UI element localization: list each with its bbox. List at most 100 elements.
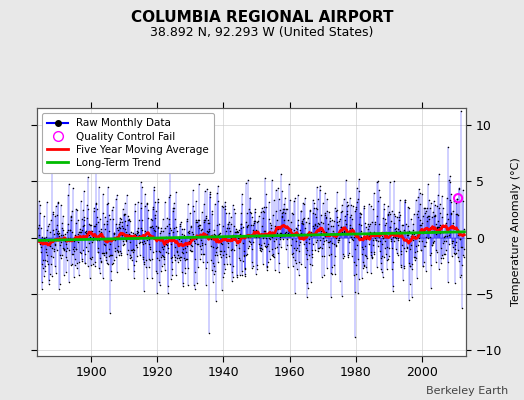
Point xyxy=(346,214,355,220)
Point xyxy=(143,201,151,208)
Point xyxy=(224,221,232,228)
Point xyxy=(239,248,248,255)
Text: COLUMBIA REGIONAL AIRPORT: COLUMBIA REGIONAL AIRPORT xyxy=(131,10,393,25)
Point xyxy=(167,276,176,283)
Point xyxy=(77,197,85,204)
Point xyxy=(265,248,273,254)
Point xyxy=(308,254,316,260)
Point xyxy=(427,250,435,256)
Point xyxy=(309,197,317,203)
Point xyxy=(140,238,149,244)
Point xyxy=(275,241,283,248)
Point xyxy=(41,256,49,263)
Point xyxy=(406,263,414,269)
Point xyxy=(260,204,269,210)
Point xyxy=(175,236,183,242)
Point xyxy=(378,252,386,259)
Point xyxy=(237,225,245,232)
Point xyxy=(96,229,105,236)
Point xyxy=(37,234,46,240)
Point xyxy=(106,277,115,284)
Point xyxy=(173,248,181,254)
Point xyxy=(118,206,127,212)
Point xyxy=(214,183,223,189)
Point xyxy=(177,254,185,260)
Point xyxy=(215,234,223,241)
Point xyxy=(117,252,125,258)
Point xyxy=(227,214,236,220)
Point xyxy=(70,274,78,280)
Point xyxy=(115,248,124,254)
Point xyxy=(340,228,348,235)
Point xyxy=(444,241,453,248)
Point xyxy=(61,238,69,245)
Point xyxy=(88,228,96,234)
Point xyxy=(184,265,193,271)
Point xyxy=(54,199,63,205)
Point xyxy=(122,238,130,244)
Point xyxy=(351,246,359,252)
Point xyxy=(203,186,212,192)
Point xyxy=(420,259,428,266)
Point xyxy=(306,207,314,214)
Point xyxy=(139,288,148,294)
Point xyxy=(460,226,468,232)
Point xyxy=(209,260,217,266)
Point xyxy=(159,252,167,259)
Point xyxy=(157,268,165,274)
Point xyxy=(75,228,83,235)
Point xyxy=(407,242,416,248)
Point xyxy=(105,216,114,223)
Point xyxy=(406,246,414,252)
Point xyxy=(162,223,171,229)
Point xyxy=(57,255,66,261)
Point xyxy=(79,206,87,213)
Point xyxy=(428,242,436,248)
Point xyxy=(55,230,63,236)
Point xyxy=(188,243,196,249)
Point xyxy=(431,201,440,208)
Point xyxy=(243,251,252,258)
Point xyxy=(432,247,441,253)
Point xyxy=(143,274,151,281)
Point xyxy=(46,228,54,235)
Point xyxy=(457,272,465,278)
Point xyxy=(273,226,281,232)
Point xyxy=(450,225,458,231)
Point xyxy=(119,225,127,231)
Point xyxy=(42,198,51,205)
Point xyxy=(441,224,450,230)
Point xyxy=(94,249,103,255)
Point xyxy=(108,237,117,243)
Point xyxy=(170,224,178,231)
Point xyxy=(454,254,462,261)
Point xyxy=(70,244,79,250)
Point xyxy=(170,252,178,258)
Point xyxy=(181,257,190,264)
Point xyxy=(423,180,432,187)
Point xyxy=(256,244,265,251)
Point xyxy=(310,225,319,232)
Point xyxy=(314,244,323,251)
Point xyxy=(337,293,346,299)
Point xyxy=(374,243,382,250)
Point xyxy=(200,251,208,258)
Point xyxy=(161,225,169,232)
Point xyxy=(317,230,325,236)
Point xyxy=(212,252,221,258)
Point xyxy=(288,250,297,256)
Point xyxy=(395,209,403,216)
Point xyxy=(400,197,409,204)
Point xyxy=(170,215,179,222)
Point xyxy=(320,238,329,245)
Point xyxy=(215,230,224,236)
Point xyxy=(350,272,358,279)
Point xyxy=(304,220,313,226)
Point xyxy=(331,207,340,214)
Point xyxy=(283,223,291,229)
Point xyxy=(435,222,444,228)
Point xyxy=(184,282,192,288)
Point xyxy=(128,257,136,263)
Point xyxy=(119,237,128,244)
Point xyxy=(38,261,47,268)
